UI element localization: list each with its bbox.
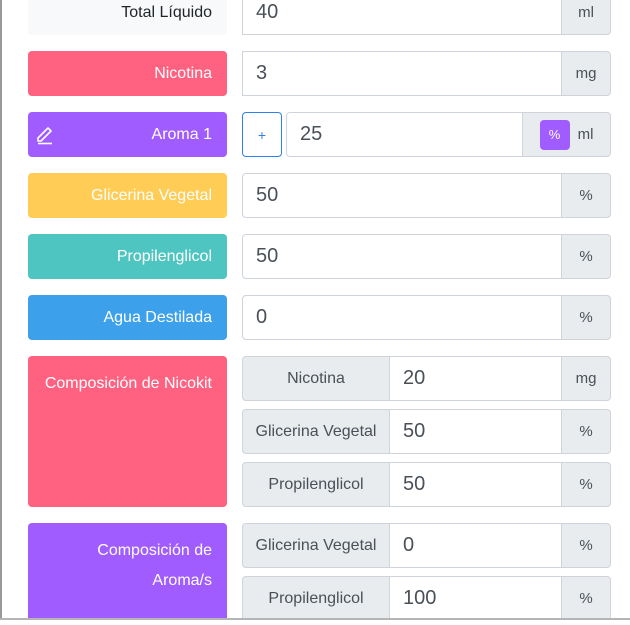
total-liquido-value: 40 bbox=[256, 1, 279, 23]
aromas-glicerina-label: Glicerina Vegetal bbox=[242, 523, 390, 568]
aroma-value: 25 bbox=[300, 123, 323, 145]
total-liquido-unit: ml bbox=[561, 0, 611, 35]
nicotina-label-text: Nicotina bbox=[154, 64, 212, 82]
aromas-propilenglicol-input[interactable]: 100 bbox=[389, 576, 562, 621]
propilenglicol-input[interactable]: 50 bbox=[242, 234, 562, 279]
total-liquido-unit-text: ml bbox=[578, 4, 594, 21]
nicokit-propilenglicol-label-text: Propilenglicol bbox=[268, 475, 364, 493]
aroma-input[interactable]: 25 bbox=[286, 112, 523, 157]
propilenglicol-unit-text: % bbox=[579, 248, 593, 265]
nicokit-composition-label-text: Composición de Nicokit bbox=[44, 375, 212, 392]
aroma-label-text: Aroma 1 bbox=[151, 125, 212, 143]
aromas-propilenglicol-unit: % bbox=[561, 576, 611, 621]
glicerina-label: Glicerina Vegetal bbox=[28, 173, 227, 218]
agua-label: Agua Destilada bbox=[28, 295, 227, 340]
aromas-propilenglicol-unit-text: % bbox=[579, 590, 593, 607]
nicokit-propilenglicol-unit-text: % bbox=[579, 476, 593, 493]
nicotina-value: 3 bbox=[256, 62, 268, 84]
total-liquido-input[interactable]: 40 bbox=[242, 0, 562, 35]
agua-unit: % bbox=[561, 295, 611, 340]
page-bottom-margin bbox=[0, 620, 630, 625]
add-aroma-button[interactable]: + bbox=[242, 112, 282, 157]
aromas-composition-label: Composición de Aroma/s bbox=[28, 523, 227, 623]
add-aroma-button-text: + bbox=[257, 126, 267, 143]
glicerina-label-text: Glicerina Vegetal bbox=[91, 186, 212, 204]
aromas-glicerina-label-text: Glicerina Vegetal bbox=[255, 536, 377, 554]
glicerina-unit: % bbox=[561, 173, 611, 218]
aromas-propilenglicol-label-text: Propilenglicol bbox=[268, 589, 364, 607]
nicokit-glicerina-label-text: Glicerina Vegetal bbox=[255, 422, 377, 440]
nicokit-glicerina-label: Glicerina Vegetal bbox=[242, 409, 390, 454]
agua-input[interactable]: 0 bbox=[242, 295, 562, 340]
nicokit-propilenglicol-value: 50 bbox=[403, 473, 426, 495]
nicokit-nicotina-input[interactable]: 20 bbox=[389, 356, 562, 401]
agua-value: 0 bbox=[256, 306, 268, 328]
nicokit-glicerina-input[interactable]: 50 bbox=[389, 409, 562, 454]
propilenglicol-label: Propilenglicol bbox=[28, 234, 227, 279]
nicotina-label: Nicotina bbox=[28, 51, 227, 96]
nicokit-glicerina-unit: % bbox=[561, 409, 611, 454]
aromas-propilenglicol-label: Propilenglicol bbox=[242, 576, 390, 621]
nicokit-nicotina-unit: mg bbox=[561, 356, 611, 401]
aroma-label: Aroma 1 bbox=[28, 112, 227, 157]
total-liquido-label-text: Total Líquido bbox=[121, 3, 212, 21]
nicokit-nicotina-unit-text: mg bbox=[575, 370, 597, 387]
glicerina-input[interactable]: 50 bbox=[242, 173, 562, 218]
nicokit-composition-label: Composición de Nicokit bbox=[28, 356, 227, 507]
nicotina-unit-text: mg bbox=[575, 65, 597, 82]
nicokit-nicotina-label: Nicotina bbox=[242, 356, 390, 401]
glicerina-value: 50 bbox=[256, 184, 279, 206]
frame-left-border bbox=[0, 0, 2, 620]
nicokit-propilenglicol-input[interactable]: 50 bbox=[389, 462, 562, 507]
nicotina-input[interactable]: 3 bbox=[242, 51, 562, 96]
glicerina-unit-text: % bbox=[579, 187, 593, 204]
nicokit-propilenglicol-unit: % bbox=[561, 462, 611, 507]
aromas-glicerina-unit-text: % bbox=[579, 537, 593, 554]
total-liquido-label: Total Líquido bbox=[28, 0, 227, 35]
propilenglicol-label-text: Propilenglicol bbox=[116, 247, 212, 265]
aromas-glicerina-unit: % bbox=[561, 523, 611, 568]
nicokit-nicotina-label-text: Nicotina bbox=[287, 369, 345, 387]
propilenglicol-unit: % bbox=[561, 234, 611, 279]
frame-bottom-border bbox=[0, 618, 630, 620]
agua-unit-text: % bbox=[579, 309, 593, 326]
nicokit-glicerina-value: 50 bbox=[403, 420, 426, 442]
nicokit-nicotina-value: 20 bbox=[403, 367, 426, 389]
nicokit-glicerina-unit-text: % bbox=[579, 423, 593, 440]
aromas-glicerina-value: 0 bbox=[403, 534, 415, 556]
edit-icon[interactable] bbox=[34, 123, 56, 145]
agua-label-text: Agua Destilada bbox=[103, 308, 212, 326]
aroma-unit-group: % ml bbox=[522, 112, 611, 157]
aromas-composition-label-line2: Aroma/s bbox=[152, 572, 212, 589]
nicokit-propilenglicol-label: Propilenglicol bbox=[242, 462, 390, 507]
nicotina-unit: mg bbox=[561, 51, 611, 96]
aromas-composition-label-line1: Composición de bbox=[97, 542, 212, 559]
percent-toggle-button[interactable]: % bbox=[539, 119, 570, 150]
percent-toggle-text: % bbox=[548, 127, 561, 142]
aroma-unit-text: ml bbox=[577, 126, 594, 143]
aromas-propilenglicol-value: 100 bbox=[403, 587, 437, 609]
aromas-glicerina-input[interactable]: 0 bbox=[389, 523, 562, 568]
propilenglicol-value: 50 bbox=[256, 245, 279, 267]
